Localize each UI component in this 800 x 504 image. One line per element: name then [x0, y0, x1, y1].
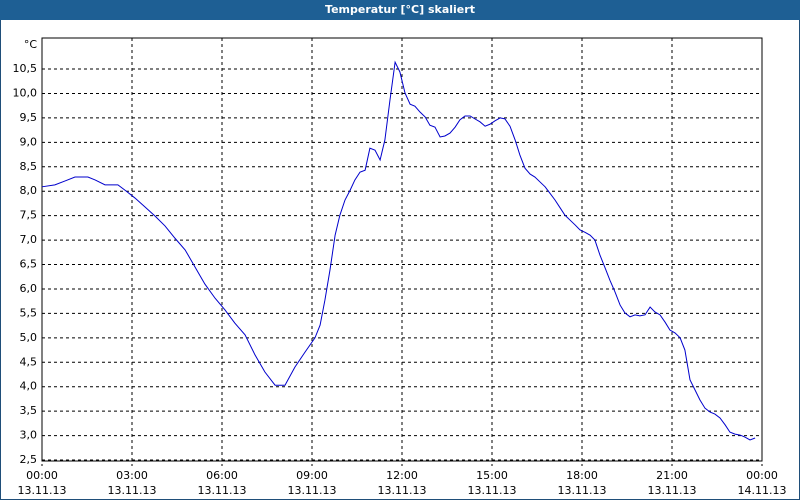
y-tick-label: 4,0 — [20, 380, 38, 393]
x-tick-date: 13.11.13 — [108, 484, 157, 497]
y-tick-label: 3,5 — [20, 404, 38, 417]
x-tick-label: 03:00 — [116, 469, 148, 482]
y-tick-label: 9,0 — [20, 135, 38, 148]
x-tick-date: 13.11.13 — [18, 484, 67, 497]
y-tick-label: 6,0 — [20, 282, 38, 295]
x-tick-label: 18:00 — [566, 469, 598, 482]
y-tick-label: 4,5 — [20, 355, 38, 368]
x-tick-date: 13.11.13 — [288, 484, 337, 497]
y-tick-label: 8,0 — [20, 184, 38, 197]
y-tick-label: 5,5 — [20, 306, 38, 319]
y-tick-label: 9,5 — [20, 111, 38, 124]
x-tick-label: 15:00 — [476, 469, 508, 482]
x-tick-label: 09:00 — [296, 469, 328, 482]
chart-title: Temperatur [°C] skaliert — [325, 3, 475, 16]
x-tick-date: 13.11.13 — [198, 484, 247, 497]
x-tick-label: 00:00 — [746, 469, 778, 482]
x-tick-label: 21:00 — [656, 469, 688, 482]
x-tick-label: 12:00 — [386, 469, 418, 482]
x-tick-date: 13.11.13 — [468, 484, 517, 497]
y-tick-label: 10,5 — [13, 62, 38, 75]
y-tick-label: 7,0 — [20, 233, 38, 246]
x-tick-date: 14.11.13 — [738, 484, 787, 497]
x-tick-date: 13.11.13 — [378, 484, 427, 497]
temperature-line — [41, 60, 756, 441]
y-tick-label: 2,5 — [20, 453, 38, 466]
x-tick-date: 13.11.13 — [558, 484, 607, 497]
x-tick-date: 13.11.13 — [648, 484, 697, 497]
x-tick-label: 00:00 — [26, 469, 58, 482]
y-tick-label: 6,5 — [20, 258, 38, 271]
y-tick-label: 8,5 — [20, 160, 38, 173]
y-tick-label: 5,0 — [20, 331, 38, 344]
title-bar — [0, 0, 800, 20]
y-tick-label: 10,0 — [13, 86, 38, 99]
x-tick-label: 06:00 — [206, 469, 238, 482]
y-unit-label: °C — [24, 38, 38, 51]
y-tick-label: 3,0 — [20, 429, 38, 442]
y-tick-label: 7,5 — [20, 209, 38, 222]
